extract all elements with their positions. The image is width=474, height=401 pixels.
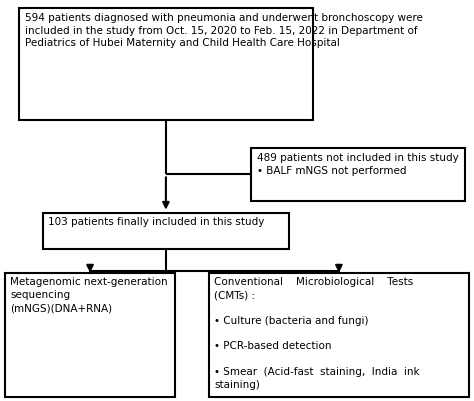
FancyBboxPatch shape xyxy=(5,273,175,397)
Text: 594 patients diagnosed with pneumonia and underwent bronchoscopy were
included i: 594 patients diagnosed with pneumonia an… xyxy=(25,13,422,49)
Text: 489 patients not included in this study
• BALF mNGS not performed: 489 patients not included in this study … xyxy=(257,153,459,176)
Text: Metagenomic next-generation
sequencing
(mNGS)(DNA+RNA): Metagenomic next-generation sequencing (… xyxy=(10,277,168,313)
Text: 103 patients finally included in this study: 103 patients finally included in this st… xyxy=(48,217,264,227)
FancyBboxPatch shape xyxy=(19,8,313,120)
Text: Conventional    Microbiological    Tests
(CMTs) :

• Culture (bacteria and fungi: Conventional Microbiological Tests (CMTs… xyxy=(214,277,420,390)
FancyBboxPatch shape xyxy=(251,148,465,200)
FancyBboxPatch shape xyxy=(43,213,289,249)
FancyBboxPatch shape xyxy=(209,273,469,397)
